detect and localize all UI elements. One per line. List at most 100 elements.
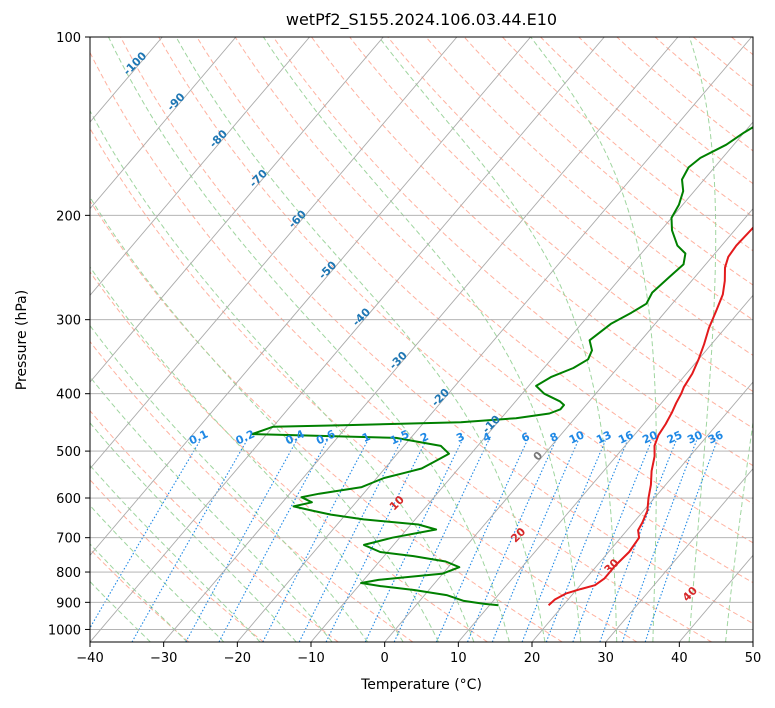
mixing-ratio-line: [521, 440, 606, 642]
mixing-ratio-label: 25: [665, 428, 684, 446]
dry-adiabat-line: [90, 340, 414, 642]
mixing-ratio-label: 10: [567, 428, 587, 446]
isotherm-line: [0, 37, 15, 642]
x-tick-label: 50: [745, 651, 762, 666]
moist-adiabat-line: [175, 37, 546, 642]
moist-adiabat-line: [90, 376, 333, 642]
isotherm-label: -90: [164, 90, 187, 113]
y-tick-label: 1000: [48, 623, 81, 638]
dry-adiabat-line: [272, 37, 753, 467]
x-tick-label: −30: [150, 651, 177, 666]
mixing-ratio-line: [262, 440, 369, 642]
isotherm-line: [236, 37, 752, 642]
y-axis-label: Pressure (hPa): [14, 289, 30, 391]
isotherm-label: -50: [316, 258, 339, 281]
x-tick-label: 30: [597, 651, 614, 666]
wetbulb-label: 10: [387, 493, 407, 513]
moist-adiabat-line: [262, 37, 582, 642]
x-tick-label: 20: [524, 651, 541, 666]
x-tick-label: −10: [297, 651, 324, 666]
isotherm-line: [90, 37, 384, 383]
y-tick-label: 600: [56, 492, 81, 507]
isotherm-label: -100: [121, 49, 150, 78]
isotherm-line: [90, 37, 310, 297]
mixing-ratio-label: 0.1: [187, 427, 210, 447]
y-tick-label: 300: [56, 314, 81, 329]
moist-adiabat-line: [688, 37, 717, 642]
y-tick-label: 500: [56, 445, 81, 460]
y-tick-label: 400: [56, 388, 81, 403]
moist-adiabat-line: [90, 580, 151, 642]
mixing-ratio-line: [491, 440, 579, 642]
mixing-ratio-line: [545, 440, 628, 642]
mixing-ratio-line: [185, 440, 297, 642]
mixing-ratio-label: 0.2: [234, 427, 257, 447]
mixing-ratio-line: [218, 440, 328, 642]
dry-adiabat-line: [578, 37, 753, 185]
mixing-ratio-line: [599, 440, 677, 642]
profile-lines: [251, 126, 753, 607]
plot-frame: [89, 36, 754, 643]
isotherm-line: [163, 37, 679, 642]
dry-adiabat-line: [387, 37, 753, 356]
moist-adiabat-line: [90, 324, 369, 642]
dry-adiabat-line: [770, 37, 775, 642]
moist-adiabat-line: [90, 464, 261, 642]
mixing-ratio-line: [621, 440, 698, 642]
mixing-ratio-line: [466, 440, 557, 642]
mixing-ratio-line: [364, 440, 463, 642]
isotherm-label: -40: [350, 305, 373, 328]
wetbulb-label: 40: [680, 584, 700, 604]
x-axis-label: Temperature (°C): [361, 677, 482, 693]
dry-adiabat-line: [196, 37, 753, 544]
mixing-ratio-label: 3: [454, 430, 466, 445]
dry-adiabat-line: [90, 271, 488, 642]
x-tick-label: 10: [450, 651, 467, 666]
background-lines: [0, 37, 775, 642]
x-tick-label: 40: [671, 651, 688, 666]
isotherm-line: [384, 207, 753, 642]
dry-adiabat-line: [120, 37, 753, 624]
y-tick-label: 900: [56, 596, 81, 611]
isotherm-line: [90, 37, 458, 470]
dry-adiabat-line: [540, 37, 753, 218]
y-tick-label: 700: [56, 532, 81, 547]
isotherm-line: [310, 121, 753, 642]
mixing-ratio-label: 16: [616, 428, 636, 446]
moist-adiabat-line: [530, 37, 657, 642]
isotherm-line: [90, 37, 605, 642]
moist-adiabat-line: [90, 543, 188, 642]
dry-adiabat-line: [90, 51, 712, 642]
mixing-ratio-line: [90, 440, 201, 629]
isotherm-line: [457, 294, 753, 642]
moist-adiabat-line: [90, 504, 225, 642]
mixing-ratio-label: 30: [685, 428, 705, 446]
mixing-ratio-label: 36: [706, 428, 726, 446]
dry-adiabat-line: [502, 37, 753, 252]
mixing-ratio-line: [298, 440, 402, 642]
dry-adiabat-line: [90, 479, 264, 642]
dewpoint-profile: [251, 126, 753, 607]
isotherm-line: [90, 37, 531, 556]
y-tick-label: 100: [56, 31, 81, 46]
dry-adiabat-line: [311, 37, 753, 429]
chart-title: wetPf2_S155.2024.106.03.44.E10: [285, 10, 558, 29]
dry-adiabat-line: [234, 37, 753, 505]
moist-adiabat-line: [725, 419, 753, 642]
moist-adiabat-line: [90, 422, 297, 642]
isotherm-label: -60: [286, 207, 309, 230]
mixing-ratio-line: [644, 440, 718, 642]
dry-adiabat-line: [349, 37, 753, 393]
isotherm-line: [752, 641, 753, 642]
mixing-ratio-line: [572, 440, 653, 642]
moist-adiabat-line: [90, 266, 404, 642]
temperature-profile: [547, 226, 753, 606]
mixing-ratio-label: 13: [594, 428, 613, 446]
wetbulb-label: 20: [508, 525, 528, 545]
dry-adiabat-line: [90, 127, 638, 642]
mixing-ratio-label: 1.5: [388, 427, 411, 447]
isotherm-line: [90, 37, 237, 210]
isotherm-label: -30: [387, 349, 410, 372]
